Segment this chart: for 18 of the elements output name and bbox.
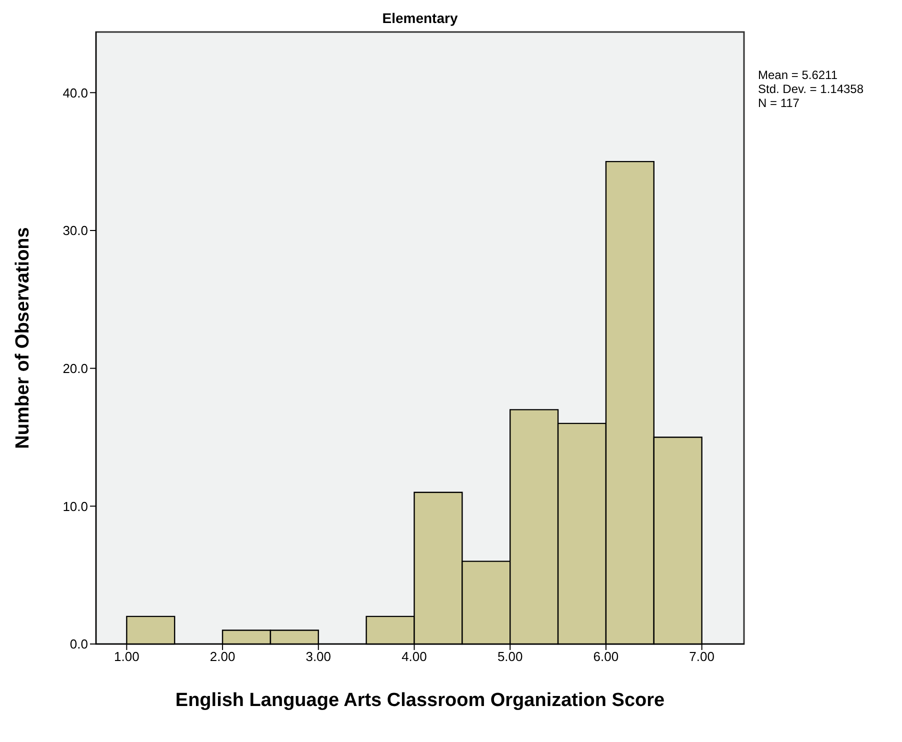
x-tick-label: 2.00 <box>210 649 236 664</box>
text: Mean = 5.6211 <box>758 68 839 82</box>
y-tick-label: 10.0 <box>62 498 88 514</box>
chart-title: Elementary <box>381 10 459 26</box>
x-axis-title: English Language Arts Classroom Organization Score <box>175 690 665 711</box>
y-tick-label: 20.0 <box>62 360 88 376</box>
y-axis-title: Number of Observations <box>12 227 34 449</box>
x-tick-label: 4.00 <box>402 649 427 664</box>
y-tick-label: 30.0 <box>62 223 88 238</box>
text: Std. Dev. = 1.14358 <box>758 82 864 96</box>
y-tick-label: 40.0 <box>62 85 88 100</box>
x-tick-label: 7.00 <box>689 649 714 664</box>
x-tick-label: 5.00 <box>497 649 523 664</box>
x-tick-label: 1.00 <box>114 649 140 664</box>
x-tick-label: 6.00 <box>593 649 619 664</box>
y-tick-label: 0.0 <box>70 636 88 652</box>
text: N = 117 <box>758 96 800 110</box>
x-tick-label: 3.00 <box>306 649 332 664</box>
